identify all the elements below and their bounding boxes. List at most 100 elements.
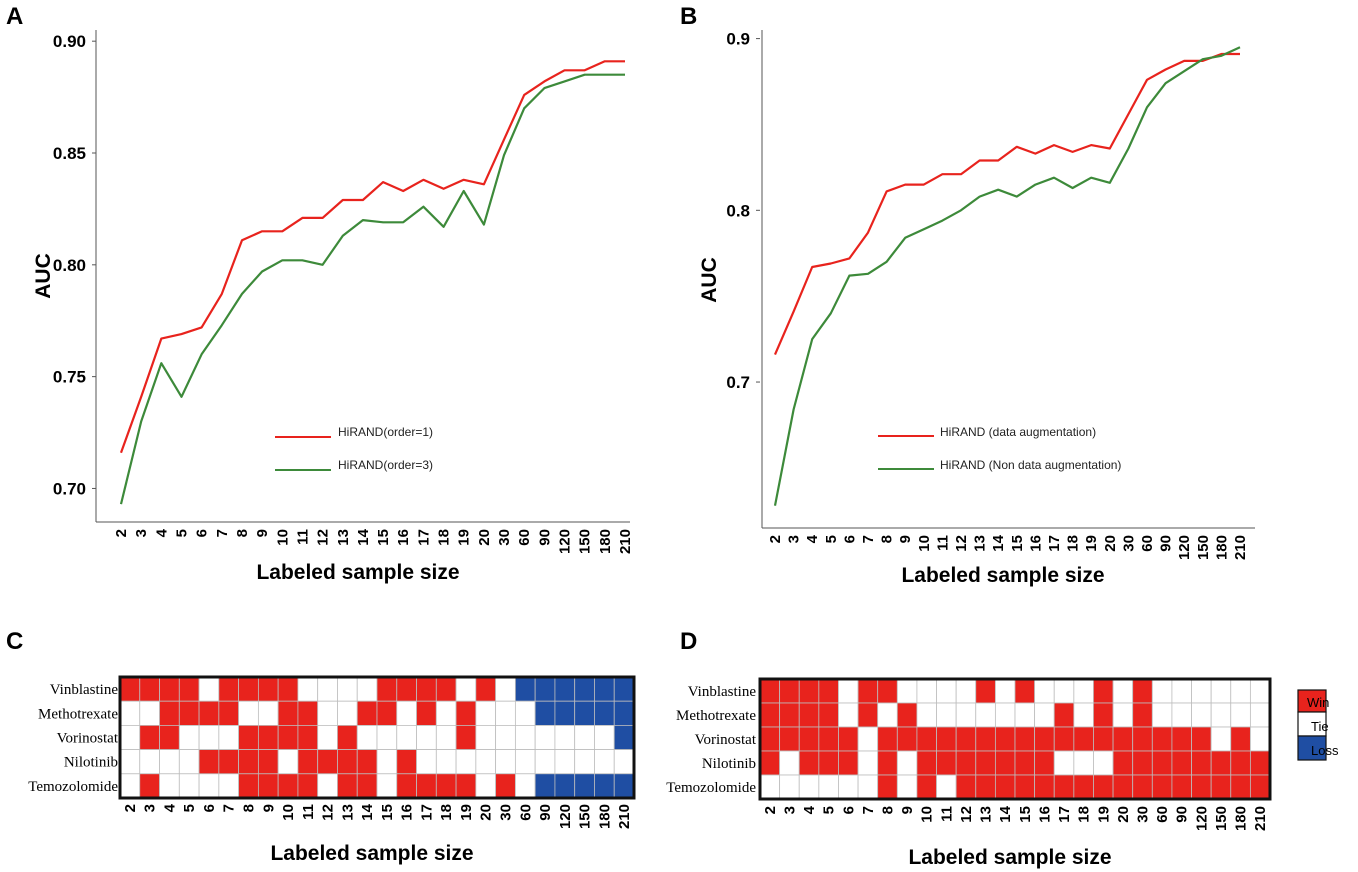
heatmap-cell xyxy=(1073,750,1094,776)
heatmap-cell xyxy=(376,773,398,799)
column-label: 12 xyxy=(958,806,975,823)
legend-label-tie: Tie xyxy=(1311,719,1329,734)
x-tick-label: 19 xyxy=(456,529,473,546)
x-tick-label: 11 xyxy=(294,529,311,545)
heatmap-cell xyxy=(356,773,378,799)
heatmap-cell xyxy=(257,700,279,726)
heatmap-cell xyxy=(936,750,957,776)
heatmap-cell xyxy=(1053,750,1075,776)
heatmap-cell xyxy=(435,725,457,751)
heatmap-cell xyxy=(159,700,180,726)
y-tick-label: 0.70 xyxy=(53,479,86,498)
heatmap-d: Vinblastine Methotrexate Vorinostat Nilotin… xyxy=(666,677,1339,869)
heatmap-cell xyxy=(1171,678,1192,704)
heatmap-cell xyxy=(435,700,457,726)
heatmap-cell xyxy=(139,725,160,751)
heatmap-cell xyxy=(1191,774,1212,800)
legend-label-win: Win xyxy=(1307,695,1329,710)
heatmap-cell xyxy=(798,726,820,752)
x-tick-label: 120 xyxy=(557,529,574,554)
heatmap-cell xyxy=(994,726,1016,752)
x-tick-label: 10 xyxy=(274,529,291,546)
heatmap-cell xyxy=(1014,774,1036,800)
heatmap-cell xyxy=(257,725,279,751)
heatmap-cell xyxy=(119,749,141,775)
column-label: 90 xyxy=(537,804,554,821)
y-tick-label: 0.80 xyxy=(53,256,86,275)
heatmap-cell xyxy=(178,773,200,799)
heatmap-cell xyxy=(475,773,497,799)
y-ticks-b: 0.7 0.8 0.9 xyxy=(726,30,760,392)
column-label: 16 xyxy=(1036,806,1053,823)
heatmap-cell xyxy=(1112,726,1134,752)
heatmap-cell xyxy=(877,750,898,776)
column-label: 9 xyxy=(260,804,277,812)
y-tick-label: 0.9 xyxy=(726,30,750,49)
heatmap-cell xyxy=(759,774,781,800)
heatmap-cell xyxy=(1073,726,1094,752)
heatmap-cell xyxy=(416,700,437,726)
heatmap-cell xyxy=(1249,726,1271,752)
heatmap-cell xyxy=(877,774,898,800)
heatmap-cell xyxy=(594,725,615,751)
heatmap-cell xyxy=(613,773,635,799)
column-label: 7 xyxy=(860,806,877,814)
heatmap-cell xyxy=(1132,774,1153,800)
heatmap-cell xyxy=(159,749,180,775)
heatmap-cell xyxy=(139,773,160,799)
heatmap-cell xyxy=(1151,750,1173,776)
y-tick-label: 0.90 xyxy=(53,32,86,51)
x-tick-label: 17 xyxy=(415,529,432,546)
heatmap-cell xyxy=(1191,750,1212,776)
heatmap-cell xyxy=(514,773,536,799)
heatmap-cell xyxy=(857,774,879,800)
row-label: Methotrexate xyxy=(676,708,756,724)
heatmap-cell xyxy=(594,700,615,726)
heatmap-cell xyxy=(277,676,299,702)
column-label: 11 xyxy=(938,806,955,822)
heatmap-cell xyxy=(857,678,879,704)
heatmap-frame-c xyxy=(118,675,636,800)
x-tick-label: 90 xyxy=(1158,535,1175,552)
heatmap-cell xyxy=(955,678,977,704)
heatmap-cell xyxy=(1210,678,1232,704)
heatmap-cell xyxy=(257,749,279,775)
heatmap-cell xyxy=(178,700,200,726)
heatmap-cell xyxy=(317,749,338,775)
heatmap-cell xyxy=(1093,774,1114,800)
heatmap-cell xyxy=(238,773,259,799)
series-line-b-1 xyxy=(773,52,1240,356)
heatmap-cell xyxy=(396,700,417,726)
heatmap-cell xyxy=(534,725,556,751)
column-label: 18 xyxy=(438,804,455,821)
heatmap-cell xyxy=(574,700,595,726)
heatmap-cell xyxy=(554,749,576,775)
heatmap-cell xyxy=(257,676,279,702)
heatmap-cell xyxy=(1053,726,1075,752)
heatmap-cell xyxy=(455,676,477,702)
x-tick-label: 2 xyxy=(767,535,784,543)
column-label: 210 xyxy=(616,804,633,829)
heatmap-cell xyxy=(297,725,319,751)
heatmap-cell xyxy=(916,678,937,704)
heatmap-cell xyxy=(1093,678,1114,704)
heatmap-cell xyxy=(1014,678,1036,704)
heatmap-cell xyxy=(435,749,457,775)
series-line-a-2 xyxy=(119,73,625,505)
x-tick-label: 180 xyxy=(1213,535,1230,560)
heatmap-cell xyxy=(356,676,378,702)
heatmap-cell xyxy=(818,726,839,752)
heatmap-cell xyxy=(139,700,160,726)
x-tick-label: 16 xyxy=(1027,535,1044,552)
heatmap-cell xyxy=(759,678,781,704)
row-label: Temozolomide xyxy=(28,779,118,795)
heatmap-cell xyxy=(119,773,141,799)
column-label: 180 xyxy=(596,804,613,829)
heatmap-cell xyxy=(198,700,220,726)
column-label: 12 xyxy=(320,804,337,821)
heatmap-cell xyxy=(1073,702,1094,728)
heatmap-cell xyxy=(613,749,635,775)
heatmap-cell xyxy=(896,702,918,728)
heatmap-cell xyxy=(356,700,378,726)
